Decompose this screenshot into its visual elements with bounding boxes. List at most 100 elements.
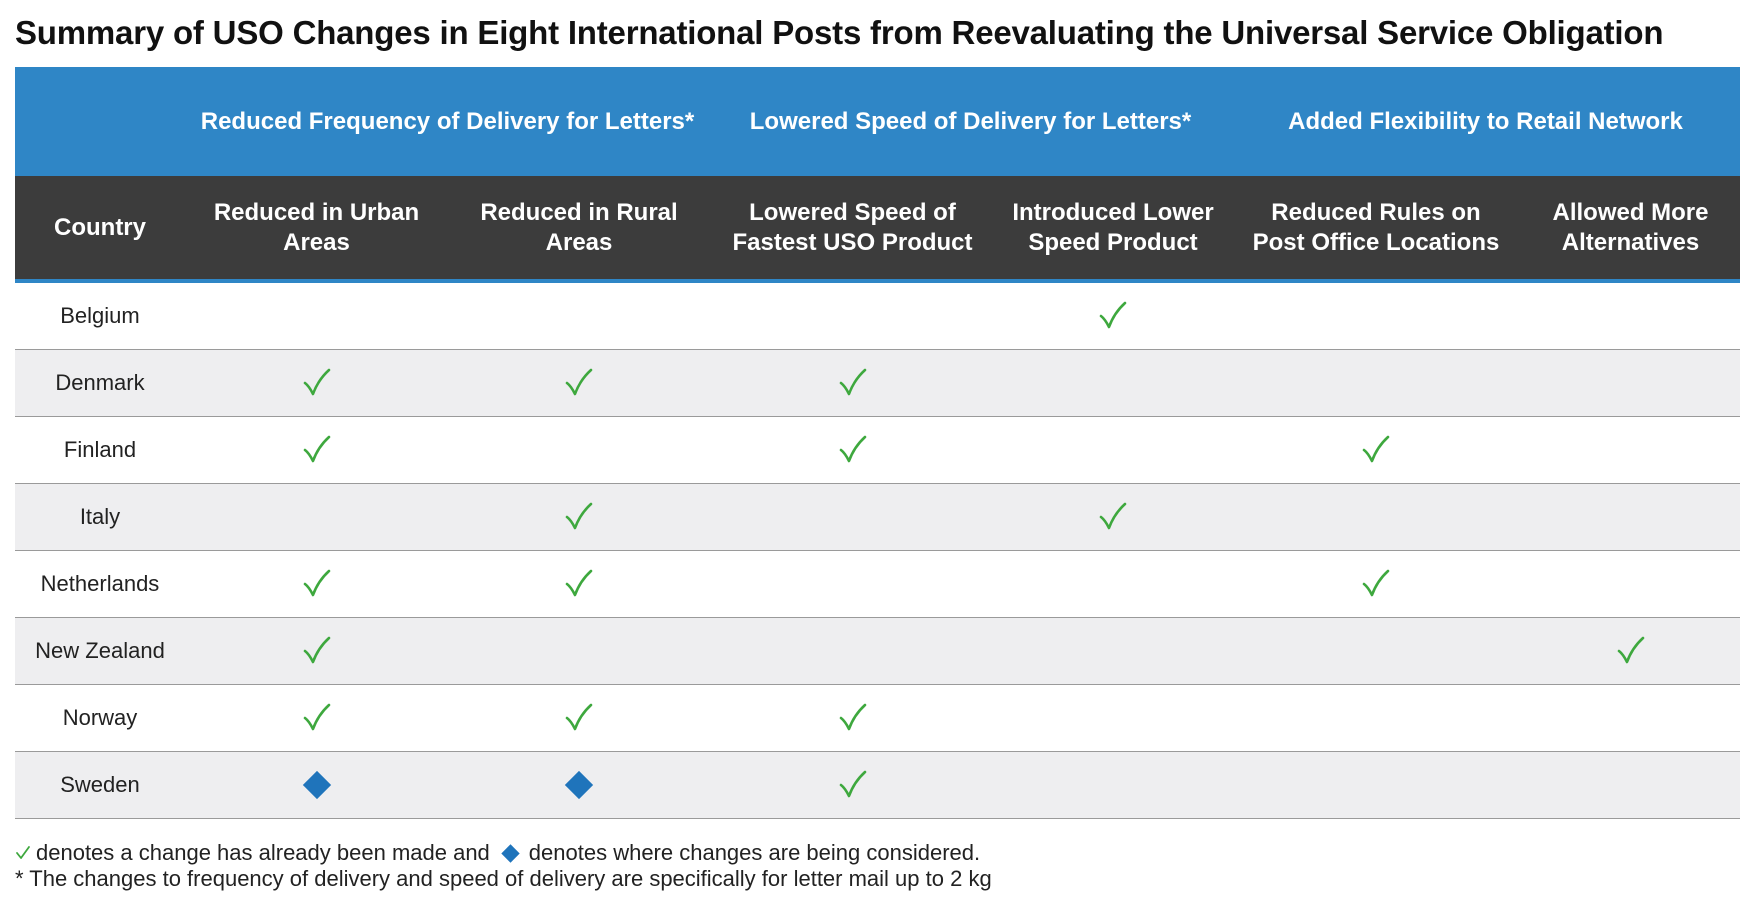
column-header-line: Areas <box>545 228 613 256</box>
uso-changes-table: Reduced Frequency of Delivery for Letter… <box>15 67 1740 819</box>
column-header-line: Reduced Rules on <box>1271 198 1481 226</box>
column-header: Reduced in Rural Areas <box>448 176 710 279</box>
column-header-country: Country <box>15 176 185 279</box>
mark-cell <box>1231 350 1521 416</box>
mark-cell <box>1521 484 1740 550</box>
column-header-line: Introduced Lower <box>1012 198 1214 226</box>
check-icon <box>839 703 866 731</box>
mark-cell <box>710 618 995 684</box>
country-cell: New Zealand <box>35 638 165 663</box>
column-header-line: Reduced in Rural <box>480 198 678 226</box>
mark-cell <box>185 685 448 751</box>
country-cell: Finland <box>63 437 137 462</box>
mark-cell <box>1231 752 1521 818</box>
mark-cell <box>1521 618 1740 684</box>
legend-line: denotes a change has already been made a… <box>15 840 980 866</box>
check-icon <box>303 569 330 597</box>
mark-cell <box>185 551 448 617</box>
column-header: Allowed More Alternatives <box>1521 176 1740 279</box>
country-cell: Norway <box>62 705 138 730</box>
mark-cell <box>710 484 995 550</box>
mark-cell <box>448 283 710 349</box>
group-header-frequency: Reduced Frequency of Delivery for Letter… <box>200 107 695 135</box>
check-icon <box>565 569 593 597</box>
mark-cell <box>1521 417 1740 483</box>
legend-diamond-icon <box>501 843 520 863</box>
column-header-line: Fastest USO Product <box>732 228 973 256</box>
check-icon <box>1099 502 1127 530</box>
check-icon <box>303 703 330 731</box>
mark-cell <box>710 685 995 751</box>
check-icon <box>303 435 330 463</box>
mark-cell <box>1521 551 1740 617</box>
mark-cell <box>1521 283 1740 349</box>
diamond-icon <box>302 770 331 800</box>
column-header-line: Areas <box>283 228 350 256</box>
country-cell: Italy <box>79 504 121 529</box>
check-icon <box>1362 569 1390 597</box>
column-header: Reduced Rules on Post Office Locations <box>1231 176 1521 279</box>
mark-cell <box>710 417 995 483</box>
mark-cell <box>185 283 448 349</box>
group-header-speed: Lowered Speed of Delivery for Letters* <box>749 107 1192 135</box>
mark-cell <box>1231 484 1521 550</box>
column-header-line: Country <box>54 213 146 241</box>
mark-cell <box>710 283 995 349</box>
column-header-row: Country Reduced in Urban Areas Reduced in R… <box>15 176 1740 283</box>
column-header: Lowered Speed of Fastest USO Product <box>710 176 995 279</box>
table-row: Italy <box>15 484 1740 551</box>
column-header: Introduced Lower Speed Product <box>995 176 1231 279</box>
mark-cell <box>995 283 1231 349</box>
check-icon <box>1362 435 1390 463</box>
country-cell: Netherlands <box>40 571 160 596</box>
mark-cell <box>185 618 448 684</box>
mark-cell <box>448 618 710 684</box>
country-cell: Belgium <box>60 303 140 328</box>
mark-cell <box>1521 350 1740 416</box>
mark-cell <box>1231 283 1521 349</box>
table-row: Belgium <box>15 283 1740 350</box>
country-cell: Sweden <box>60 772 140 797</box>
mark-cell <box>185 350 448 416</box>
table-row: Norway <box>15 685 1740 752</box>
column-header-line: Reduced in Urban <box>213 198 420 226</box>
table-row: Denmark <box>15 350 1740 417</box>
column-header-line: Speed Product <box>1028 228 1198 256</box>
mark-cell <box>995 752 1231 818</box>
mark-cell <box>185 752 448 818</box>
mark-cell <box>995 685 1231 751</box>
mark-cell <box>1231 551 1521 617</box>
group-header-retail: Added Flexibility to Retail Network <box>1288 107 1683 135</box>
check-icon <box>303 636 330 664</box>
mark-cell <box>995 551 1231 617</box>
check-icon <box>565 703 593 731</box>
country-cell: Denmark <box>55 370 145 395</box>
mark-cell <box>1521 752 1740 818</box>
mark-cell <box>1231 685 1521 751</box>
diamond-icon <box>564 770 594 800</box>
legend-diamond-text: denotes where changes are being consider… <box>528 840 981 865</box>
footnote: * The changes to frequency of delivery a… <box>15 866 992 891</box>
legend-check-text: denotes a change has already been made a… <box>36 840 490 865</box>
mark-cell <box>448 752 710 818</box>
legend-check-icon <box>16 846 30 859</box>
check-icon <box>303 368 330 396</box>
mark-cell <box>995 350 1231 416</box>
mark-cell <box>1521 685 1740 751</box>
column-header-line: Post Office Locations <box>1252 228 1500 256</box>
column-header-line: Allowed More <box>1552 198 1709 226</box>
mark-cell <box>710 551 995 617</box>
mark-cell <box>995 618 1231 684</box>
mark-cell <box>448 350 710 416</box>
mark-cell <box>448 417 710 483</box>
mark-cell <box>185 484 448 550</box>
table-row: New Zealand <box>15 618 1740 685</box>
table-row: Sweden <box>15 752 1740 819</box>
column-header: Reduced in Urban Areas <box>185 176 448 279</box>
check-icon <box>565 368 593 396</box>
table-body: Belgium Denmark Finland Italy Netherlands New… <box>15 283 1740 819</box>
group-header-row: Reduced Frequency of Delivery for Letter… <box>15 67 1740 176</box>
mark-cell <box>1231 618 1521 684</box>
table-row: Finland <box>15 417 1740 484</box>
check-icon <box>839 435 866 463</box>
